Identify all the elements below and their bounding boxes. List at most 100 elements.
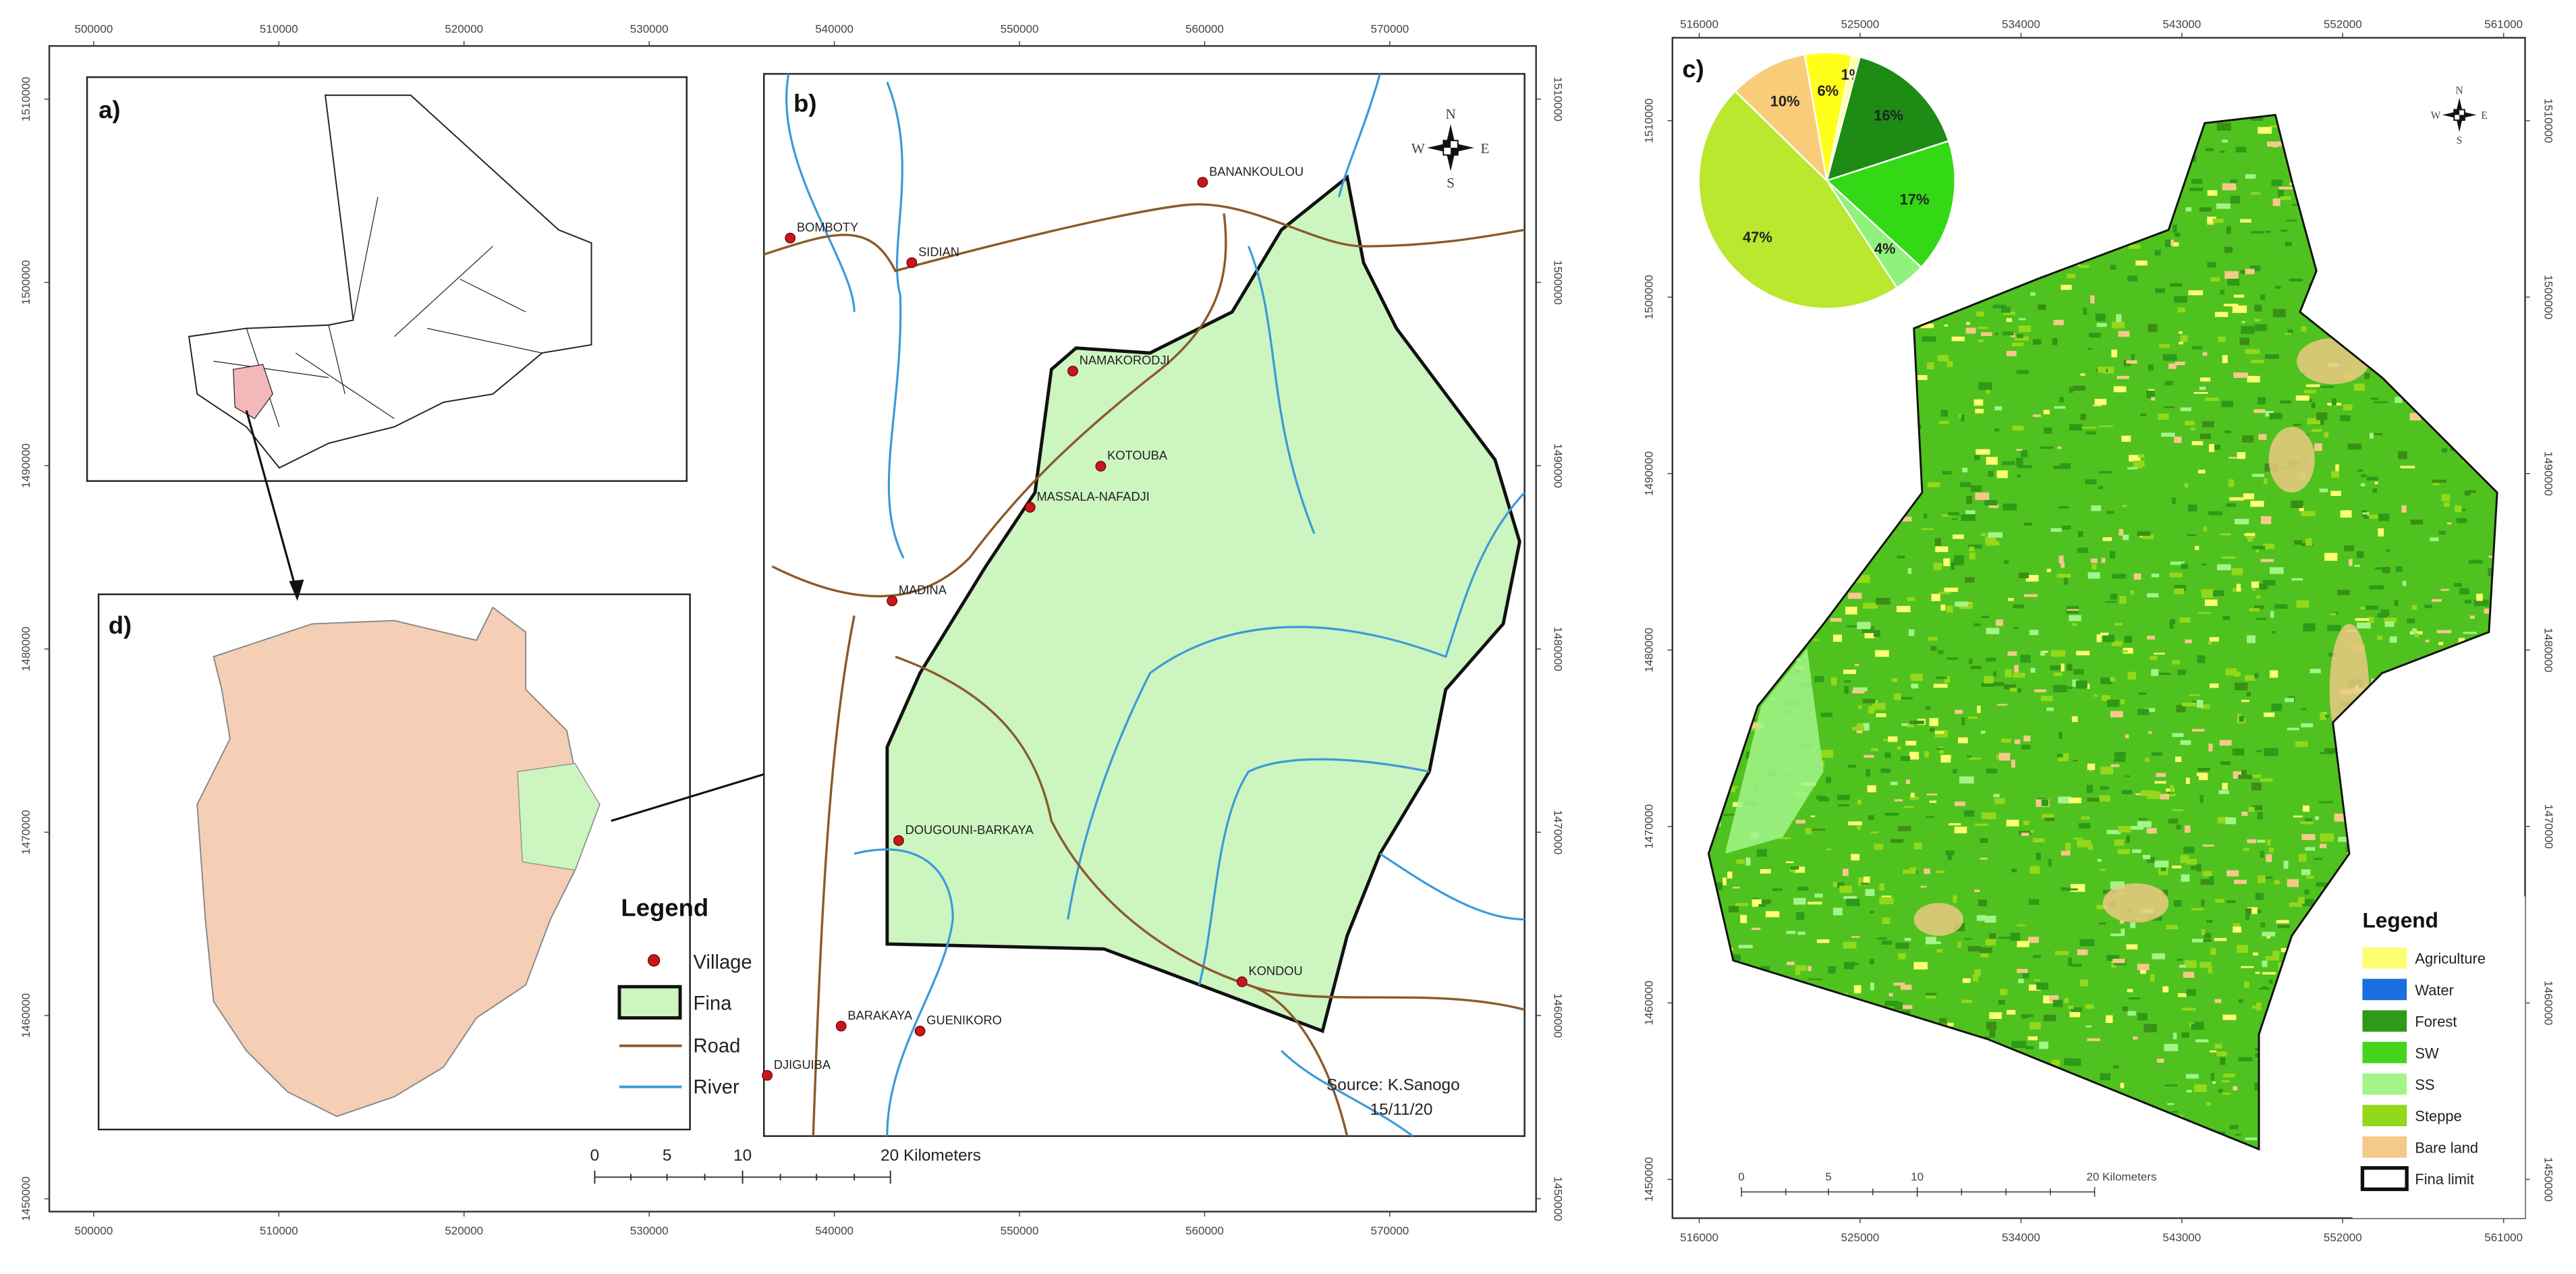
land-cover-patch [2076, 650, 2090, 656]
land-cover-patch [2491, 242, 2498, 248]
land-cover-patch [2238, 999, 2243, 1003]
land-cover-patch [2191, 1024, 2204, 1030]
land-cover-patch [2158, 868, 2168, 875]
land-cover-patch [1757, 293, 1767, 302]
land-cover-patch [2460, 290, 2464, 294]
land-cover-patch [2262, 931, 2276, 937]
land-cover-patch [2346, 1086, 2353, 1090]
land-cover-patch [2218, 1088, 2223, 1093]
land-cover-patch [1922, 528, 1934, 530]
land-cover-patch [2188, 290, 2204, 296]
land-cover-patch [1835, 576, 1845, 578]
land-cover-patch [2357, 469, 2363, 472]
land-cover-patch [1936, 949, 1943, 953]
land-cover-patch [1745, 342, 1759, 348]
land-cover-patch [1937, 281, 1953, 286]
land-cover-patch [1954, 827, 1967, 833]
land-cover-patch [1894, 799, 1903, 802]
land-cover-patch [2415, 268, 2428, 276]
land-cover-patch [2179, 341, 2183, 345]
land-cover-patch [2176, 704, 2186, 713]
land-cover-patch [2354, 564, 2360, 567]
land-cover-patch [2322, 137, 2326, 143]
land-cover-patch [2160, 794, 2170, 800]
land-cover-patch [1749, 391, 1758, 397]
land-cover-patch [1962, 264, 1977, 271]
land-cover-patch [2302, 805, 2310, 812]
land-cover-patch [1888, 736, 1898, 742]
land-cover-patch [1822, 1125, 1834, 1132]
land-cover-patch [2123, 647, 2133, 654]
land-cover-patch [2061, 525, 2071, 530]
land-cover-patch [2175, 756, 2182, 763]
land-cover-patch [2080, 373, 2085, 376]
land-cover-patch [1925, 993, 1937, 996]
land-cover-patch [2234, 518, 2249, 525]
land-cover-patch [2384, 621, 2395, 628]
land-cover-patch [2198, 773, 2208, 781]
land-cover-patch [1970, 485, 1982, 492]
land-cover-patch [2100, 1073, 2111, 1080]
land-cover-patch [2159, 343, 2170, 348]
land-cover-patch [2057, 446, 2062, 449]
land-cover-patch [2274, 880, 2280, 885]
land-cover-patch [1986, 541, 2000, 546]
land-cover-patch [1898, 953, 1906, 960]
land-cover-patch [2110, 593, 2117, 600]
land-cover-patch [1989, 933, 1996, 939]
land-cover-patch [1884, 752, 1891, 758]
compass-label: W [2431, 110, 2441, 121]
land-cover-patch [1752, 927, 1761, 931]
land-cover-patch [2370, 727, 2380, 731]
land-cover-patch [1816, 1128, 1823, 1134]
land-cover-map [1708, 115, 2498, 1150]
y-tick-label: 1470000 [2542, 804, 2555, 849]
land-cover-patch [1966, 322, 1970, 325]
land-cover-patch [2349, 728, 2361, 731]
land-cover-patch [1843, 1018, 1853, 1022]
land-cover-patch [1876, 937, 1887, 940]
land-cover-patch [2099, 922, 2106, 925]
land-cover-patch [1976, 1083, 1982, 1086]
land-cover-patch [1867, 785, 1876, 793]
land-cover-patch [1838, 804, 1849, 806]
land-cover-patch [2137, 1013, 2148, 1021]
land-cover-patch [2204, 599, 2218, 606]
land-cover-patch [1735, 748, 1741, 756]
land-cover-patch [2344, 921, 2349, 924]
x-tick-label: 561000 [2484, 1231, 2523, 1244]
land-cover-patch [2357, 622, 2371, 629]
land-cover-patch [2254, 304, 2262, 312]
land-cover-patch [1969, 547, 1975, 552]
land-cover-patch [2314, 1105, 2319, 1109]
land-cover-patch [2433, 814, 2440, 821]
land-cover-patch [2356, 551, 2364, 558]
land-cover-patch [2254, 673, 2259, 678]
land-cover-patch [2098, 425, 2113, 427]
land-cover-patch [1974, 889, 1980, 893]
land-cover-patch [2317, 1109, 2322, 1115]
land-cover-patch [2110, 1132, 2121, 1136]
land-cover-patch [2298, 1146, 2308, 1150]
land-cover-patch [2001, 738, 2011, 743]
land-cover-patch [2199, 207, 2212, 212]
land-cover-patch [2158, 413, 2169, 420]
land-cover-patch [2104, 601, 2117, 603]
x-tick-label: 552000 [2324, 18, 2362, 30]
land-cover-patch [2272, 1107, 2283, 1113]
land-cover-patch [2070, 1007, 2082, 1012]
land-cover-patch [1906, 723, 1914, 727]
land-cover-patch [2342, 229, 2353, 238]
x-tick-label: 550000 [1001, 1225, 1039, 1238]
land-cover-patch [1922, 1041, 1930, 1044]
land-cover-patch [2402, 580, 2407, 586]
land-cover-patch [2415, 396, 2426, 402]
land-cover-patch [2053, 466, 2063, 470]
land-cover-patch [2253, 409, 2266, 413]
land-cover-patch [1754, 663, 1764, 666]
land-cover-patch [1971, 291, 1982, 296]
land-cover-patch [2069, 1011, 2081, 1018]
land-cover-patch [2413, 235, 2423, 237]
land-cover-patch [2214, 999, 2222, 1003]
x-tick-label: 534000 [2002, 18, 2040, 30]
